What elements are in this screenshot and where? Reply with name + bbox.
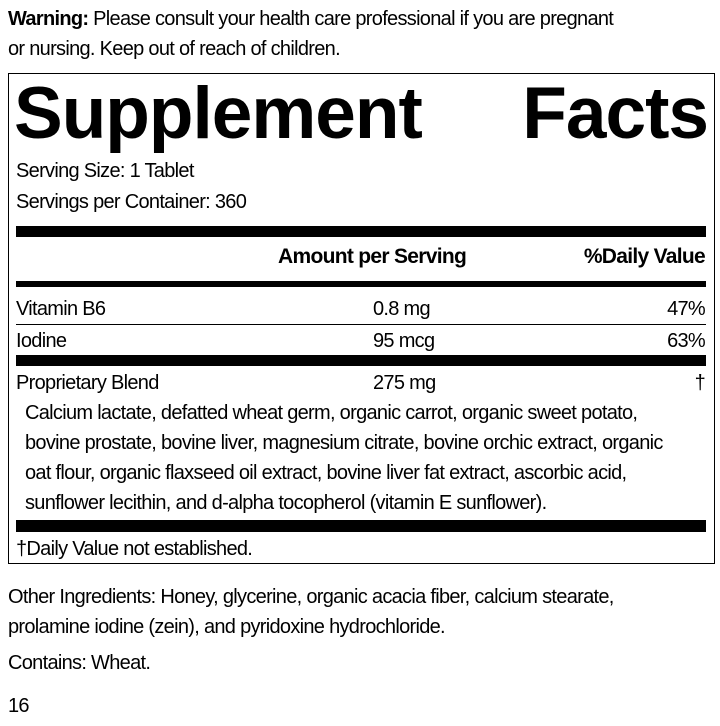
blend-line: bovine prostate, bovine liver, magnesium… (25, 432, 663, 454)
blend-line: Calcium lactate, defatted wheat germ, or… (25, 402, 638, 424)
row-amount: 0.8 mg (373, 298, 431, 320)
page-number: 16 (8, 695, 30, 717)
divider-thick (16, 520, 706, 532)
row-dv: † (694, 372, 706, 394)
header-amount: Amount per Serving (278, 245, 467, 268)
row-name: Proprietary Blend (16, 372, 159, 394)
row-name: Iodine (16, 330, 67, 352)
warning-line-2: or nursing. Keep out of reach of childre… (8, 38, 341, 60)
divider-medium (16, 281, 706, 287)
row-dv: 63% (667, 330, 706, 352)
warning-line-1: Warning: Please consult your health care… (8, 7, 614, 31)
divider-thick (16, 355, 706, 366)
other-ingredients-line: Other Ingredients: Honey, glycerine, org… (8, 586, 614, 608)
servings-per-container: Servings per Container: 360 (16, 191, 247, 213)
row-name: Vitamin B6 (16, 298, 106, 320)
row-dv: 47% (667, 298, 706, 320)
serving-size: Serving Size: 1 Tablet (16, 160, 194, 182)
row-amount: 275 mg (373, 372, 436, 394)
contains-allergen: Contains: Wheat. (8, 652, 151, 674)
blend-line: oat flour, organic flaxseed oil extract,… (25, 462, 627, 484)
other-ingredients-line: prolamine iodine (zein), and pyridoxine … (8, 616, 446, 638)
title-word-2: Facts (522, 73, 709, 154)
header-daily-value: %Daily Value (583, 245, 706, 268)
blend-line: sunflower lecithin, and d-alpha tocopher… (25, 492, 547, 514)
supplement-facts-panel (8, 73, 715, 564)
panel-title: Supplement Facts (14, 72, 709, 156)
title-word-1: Supplement (14, 73, 423, 154)
divider-thick (16, 226, 706, 237)
warning-label: Warning: (8, 8, 89, 30)
warning-text: Please consult your health care professi… (93, 8, 614, 30)
divider-thin (16, 324, 706, 325)
footnote: †Daily Value not established. (16, 538, 253, 560)
row-amount: 95 mcg (373, 330, 435, 352)
